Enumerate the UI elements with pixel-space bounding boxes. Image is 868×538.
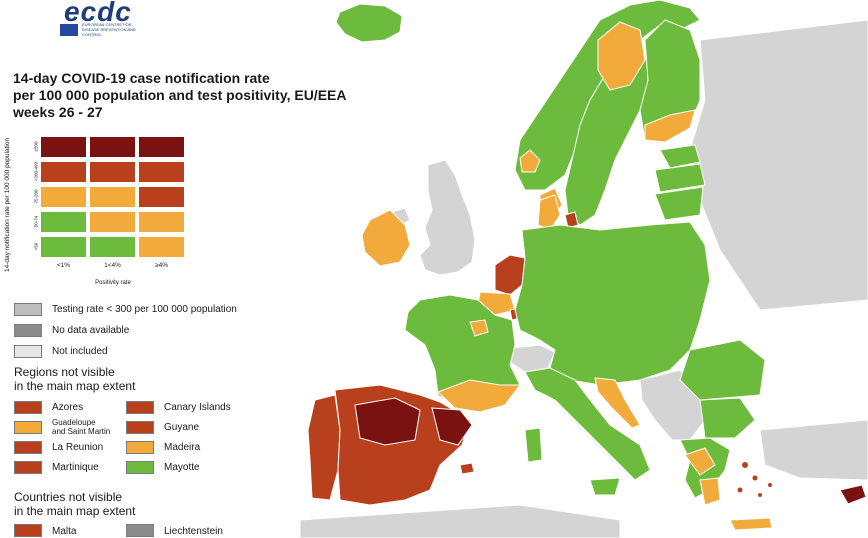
matrix-col-label: 1<4% bbox=[104, 262, 121, 269]
sardinia bbox=[524, 427, 543, 463]
matrix-row-label: 50-74 bbox=[33, 215, 39, 228]
romania bbox=[679, 339, 766, 401]
matrix-y-axis-label: 14-day notification rate per 100 000 pop… bbox=[4, 132, 16, 272]
legend-swatch bbox=[14, 441, 42, 454]
finland-region bbox=[644, 109, 696, 143]
matrix-cell bbox=[40, 236, 87, 258]
aegean-islands bbox=[737, 462, 772, 497]
countries-title-line-2: in the main map extent bbox=[14, 504, 136, 518]
matrix-cell bbox=[89, 186, 136, 208]
matrix-row-label: <50 bbox=[33, 242, 39, 251]
legend-swatch bbox=[14, 524, 42, 537]
matrix-cell bbox=[89, 136, 136, 158]
central-europe bbox=[514, 221, 711, 386]
matrix-cell bbox=[89, 236, 136, 258]
regions-title-line-1: Regions not visible bbox=[14, 365, 115, 379]
legend-swatch bbox=[126, 401, 154, 414]
latvia bbox=[654, 163, 706, 193]
matrix-cell bbox=[40, 211, 87, 233]
france-region-south bbox=[437, 379, 521, 413]
countries-title-line-1: Countries not visible bbox=[14, 490, 123, 504]
matrix-col-label: ≥4% bbox=[155, 262, 168, 269]
portugal bbox=[307, 394, 341, 501]
croatia bbox=[594, 377, 641, 429]
matrix-cell bbox=[89, 211, 136, 233]
legend-label: La Reunion bbox=[52, 442, 104, 453]
legend-label: Guadeloupe bbox=[52, 418, 96, 427]
spain-central bbox=[354, 397, 421, 446]
title-line-2: per 100 000 population and test positivi… bbox=[13, 87, 347, 103]
matrix-y-axis-label-text: 14-day notification rate per 100 000 pop… bbox=[4, 137, 11, 272]
ecdc-logo: ecdc EUROPEAN CENTRE FOR DISEASE PREVENT… bbox=[30, 0, 136, 40]
legend-label: Not included bbox=[52, 346, 108, 357]
matrix-cell bbox=[40, 136, 87, 158]
bulgaria bbox=[699, 397, 756, 439]
spain-northeast bbox=[431, 407, 473, 446]
legend-label: and Saint Martin bbox=[52, 427, 111, 436]
matrix-cell bbox=[40, 161, 87, 183]
balearic-islands bbox=[459, 462, 475, 475]
matrix-row-label: >200-499 bbox=[33, 161, 39, 182]
matrix-col-label: <1% bbox=[56, 262, 71, 269]
matrix-cell bbox=[138, 136, 185, 158]
legend-label: Mayotte bbox=[164, 462, 200, 473]
crete bbox=[729, 517, 773, 531]
legend-swatch bbox=[126, 461, 154, 474]
non-eu-land bbox=[299, 19, 868, 538]
logo-subtitle: EUROPEAN CENTRE FOR DISEASE PREVENTION A… bbox=[82, 22, 136, 37]
italy bbox=[524, 367, 651, 481]
title-line-1: 14-day COVID-19 case notification rate bbox=[13, 70, 270, 86]
legend-label: Malta bbox=[52, 526, 77, 537]
greece-region bbox=[684, 447, 716, 476]
legend-swatch bbox=[14, 303, 42, 316]
regions-title-line-2: in the main map extent bbox=[14, 379, 136, 393]
legend-label: Guyane bbox=[164, 422, 200, 433]
legend-label: Testing rate < 300 per 100 000 populatio… bbox=[52, 304, 237, 315]
legend-swatch bbox=[126, 441, 154, 454]
lithuania bbox=[654, 186, 704, 221]
title-line-3: weeks 26 - 27 bbox=[13, 104, 103, 120]
matrix-cell bbox=[138, 211, 185, 233]
cyprus bbox=[839, 484, 867, 505]
countries-title: Countries not visible in the main map ex… bbox=[14, 490, 135, 518]
legend-label: Azores bbox=[52, 402, 84, 413]
matrix-x-axis-label: Positivity rate bbox=[95, 280, 131, 286]
france-region-paris bbox=[469, 319, 489, 337]
iceland bbox=[335, 3, 403, 43]
legend-label: No data available bbox=[52, 325, 130, 336]
legend-swatch bbox=[126, 524, 154, 537]
greece-south bbox=[699, 477, 721, 506]
legend-label: Canary Islands bbox=[164, 402, 231, 413]
estonia bbox=[659, 144, 701, 169]
legend-swatch bbox=[14, 421, 42, 434]
map-title: 14-day COVID-19 case notification rate p… bbox=[13, 70, 353, 121]
legend-label: Madeira bbox=[164, 442, 201, 453]
matrix-cell bbox=[89, 161, 136, 183]
legend-swatch bbox=[14, 461, 42, 474]
matrix-row-label: 75-200 bbox=[33, 189, 39, 204]
legend-label: Liechtenstein bbox=[164, 526, 223, 537]
legend-swatch bbox=[14, 345, 42, 358]
ireland bbox=[361, 209, 411, 267]
matrix-row-label: ≥500 bbox=[33, 141, 39, 152]
legend-swatch bbox=[126, 421, 154, 434]
logo-text: ecdc bbox=[64, 0, 132, 27]
eu-flag-icon bbox=[60, 24, 78, 36]
denmark bbox=[537, 194, 561, 231]
matrix-cell bbox=[40, 186, 87, 208]
legend-label: Martinique bbox=[52, 462, 99, 473]
matrix-cell bbox=[138, 161, 185, 183]
denmark-island bbox=[564, 211, 579, 229]
legend-swatch bbox=[14, 324, 42, 337]
color-matrix bbox=[40, 136, 186, 258]
legend-swatch bbox=[14, 401, 42, 414]
norway-region bbox=[519, 149, 541, 173]
matrix-cell bbox=[138, 186, 185, 208]
matrix-cell bbox=[138, 236, 185, 258]
regions-title: Regions not visible in the main map exte… bbox=[14, 365, 135, 393]
sweden-region-north bbox=[597, 21, 646, 91]
sicily bbox=[589, 477, 621, 496]
